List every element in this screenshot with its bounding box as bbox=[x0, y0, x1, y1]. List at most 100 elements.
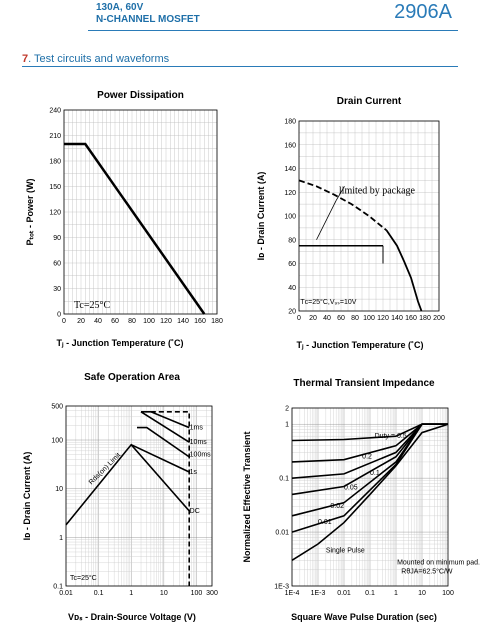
y-tick-label: 1 bbox=[59, 535, 63, 542]
y-tick-label: 40 bbox=[288, 285, 296, 292]
soa-label: 100ms bbox=[190, 452, 212, 459]
x-tick-label: 140 bbox=[391, 315, 403, 322]
y-axis-label: Normalized Effective Transient bbox=[242, 431, 252, 562]
silicon-limit-solid bbox=[385, 229, 423, 312]
section-divider bbox=[22, 66, 458, 67]
y-tick-label: 240 bbox=[49, 108, 61, 115]
soa-label: 10ms bbox=[190, 439, 208, 446]
section-number: 7 bbox=[22, 53, 29, 65]
curve-label: 0.1 bbox=[370, 470, 380, 477]
y-tick-label: 0.01 bbox=[275, 530, 289, 537]
x-tick-label: 0 bbox=[62, 318, 66, 325]
y-tick-label: 2 bbox=[285, 406, 289, 413]
x-tick-label: 120 bbox=[160, 318, 172, 325]
thermal-resistance-note: RθJA=62.5°C/W bbox=[401, 568, 453, 576]
y-tick-label: 120 bbox=[284, 190, 296, 197]
header-device-type: N-CHANNEL MOSFET bbox=[96, 14, 200, 25]
soa-label: 1ms bbox=[190, 425, 204, 432]
x-tick-label: 0.01 bbox=[59, 590, 73, 597]
y-tick-label: 20 bbox=[288, 309, 296, 316]
y-tick-label: 500 bbox=[51, 404, 63, 411]
plot-frame bbox=[63, 109, 218, 315]
annotation-leader bbox=[335, 186, 345, 201]
y-tick-label: 1E-3 bbox=[274, 584, 289, 591]
x-tick-label: 0.1 bbox=[365, 590, 375, 597]
impedance-curve bbox=[291, 423, 449, 561]
x-tick-label: 60 bbox=[111, 318, 119, 325]
y-tick-label: 210 bbox=[49, 133, 61, 140]
x-tick-label: 100 bbox=[191, 590, 203, 597]
x-axis-label: Tⱼ - Junction Temperature (˚C) bbox=[297, 340, 424, 350]
case-temp-annotation: Tc=25°C bbox=[74, 300, 110, 311]
x-tick-label: 1E-3 bbox=[311, 590, 326, 597]
soa-curve-1s bbox=[130, 443, 190, 473]
header-rating: 130A, 60V bbox=[96, 2, 144, 13]
x-tick-label: 80 bbox=[128, 318, 136, 325]
y-tick-label: 140 bbox=[284, 166, 296, 173]
mounting-note: Mounted on minimum pad. bbox=[397, 560, 480, 567]
x-axis-label: Vᴅₛ - Drain-Source Voltage (V) bbox=[68, 612, 196, 622]
annotation-leader bbox=[316, 200, 337, 240]
header-divider bbox=[88, 30, 458, 31]
x-tick-label: 80 bbox=[351, 315, 359, 322]
y-tick-label: 180 bbox=[49, 159, 61, 166]
x-tick-label: 1 bbox=[129, 590, 133, 597]
y-axis-label: Pₜₒₜ - Power (W) bbox=[25, 178, 35, 245]
x-tick-label: 100 bbox=[363, 315, 375, 322]
y-tick-label: 180 bbox=[284, 119, 296, 126]
y-axis-label: Iᴅ - Drain Current (A) bbox=[22, 452, 32, 541]
y-tick-label: 0 bbox=[57, 312, 61, 319]
chart-title: Thermal Transient Impedance bbox=[293, 378, 435, 389]
x-tick-label: 100 bbox=[442, 590, 454, 597]
power-curve bbox=[64, 142, 206, 315]
soa-curve-100ms bbox=[137, 426, 190, 458]
x-tick-label: 40 bbox=[323, 315, 331, 322]
part-number: 2906A bbox=[394, 1, 452, 23]
impedance-curve bbox=[291, 423, 448, 533]
curve-label: Duty = 0.5 bbox=[375, 433, 407, 440]
x-tick-label: 60 bbox=[337, 315, 345, 322]
y-axis-label: Iᴅ - Drain Current (A) bbox=[256, 172, 266, 261]
curve-label: 0.01 bbox=[318, 519, 332, 526]
x-tick-label: 120 bbox=[377, 315, 389, 322]
x-tick-label: 160 bbox=[405, 315, 417, 322]
section-heading: 7. Test circuits and waveforms bbox=[22, 53, 169, 65]
soa-curve-10ms bbox=[140, 411, 190, 443]
x-tick-label: 0 bbox=[297, 315, 301, 322]
x-tick-label: 10 bbox=[160, 590, 168, 597]
x-tick-label: 0.1 bbox=[94, 590, 104, 597]
plot-frame bbox=[291, 407, 449, 587]
y-tick-label: 60 bbox=[53, 261, 61, 268]
chart-title: Safe Operation Area bbox=[84, 372, 180, 383]
y-tick-label: 160 bbox=[284, 142, 296, 149]
y-tick-label: 0.1 bbox=[53, 584, 63, 591]
x-tick-label: 300 bbox=[206, 590, 218, 597]
x-tick-label: 180 bbox=[419, 315, 431, 322]
chart-title: Drain Current bbox=[337, 96, 402, 107]
silicon-limit-dashed bbox=[298, 179, 388, 231]
y-tick-label: 90 bbox=[53, 235, 61, 242]
x-tick-label: 200 bbox=[433, 315, 445, 322]
y-tick-label: 150 bbox=[49, 184, 61, 191]
x-tick-label: 160 bbox=[194, 318, 206, 325]
voltage-limit-dashed bbox=[150, 410, 191, 586]
section-title: . Test circuits and waveforms bbox=[28, 53, 170, 65]
package-limit-annotation: limited by package bbox=[339, 185, 416, 196]
x-axis-label: Tⱼ - Junction Temperature (˚C) bbox=[57, 338, 184, 348]
header-product-info: 130A, 60V N-CHANNEL MOSFET bbox=[96, 2, 200, 26]
curve-label: Single Pulse bbox=[326, 547, 365, 554]
x-tick-label: 140 bbox=[177, 318, 189, 325]
x-axis-label: Square Wave Pulse Duration (sec) bbox=[291, 612, 437, 622]
y-tick-label: 60 bbox=[288, 261, 296, 268]
x-tick-label: 10 bbox=[418, 590, 426, 597]
power-dissipation-chart: Power Dissipation 0 20 40 60 80 100 120 140 160 18… bbox=[25, 90, 223, 348]
plot-frame bbox=[298, 120, 440, 312]
y-tick-label: 100 bbox=[284, 214, 296, 221]
x-tick-label: 20 bbox=[309, 315, 317, 322]
x-tick-label: 1 bbox=[394, 590, 398, 597]
x-tick-label: 20 bbox=[77, 318, 85, 325]
x-tick-label: 0.01 bbox=[337, 590, 351, 597]
